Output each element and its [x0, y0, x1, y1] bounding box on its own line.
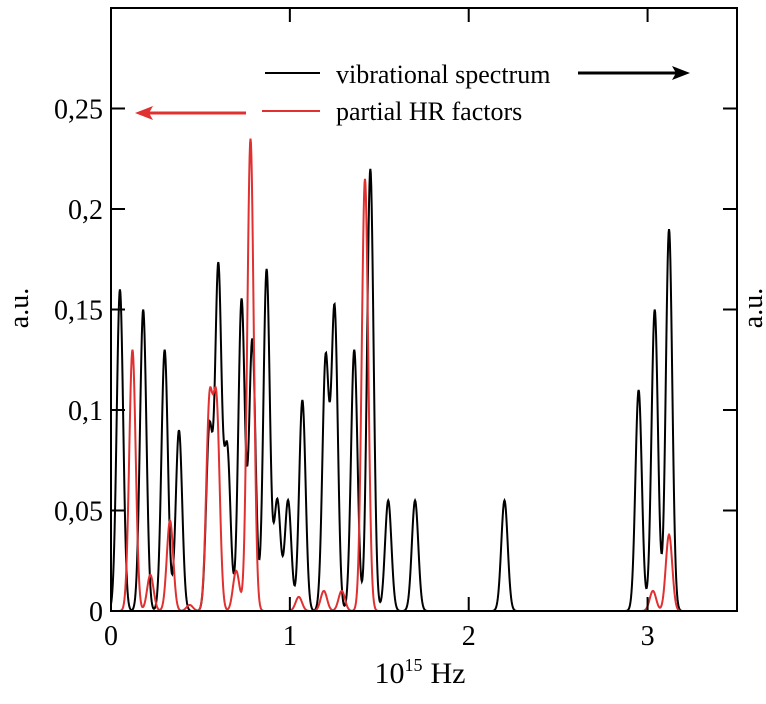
x-tick-label: 0 — [104, 621, 118, 652]
x-axis-label: 1015 Hz — [375, 655, 466, 690]
x-tick-label: 3 — [641, 621, 655, 652]
y-tick-label: 0,2 — [68, 195, 103, 226]
y-axis-label-left: a.u. — [4, 288, 35, 328]
x-axis-label-unit: Hz — [431, 657, 466, 690]
series-layer — [111, 138, 737, 611]
right-axis-arrow — [578, 66, 690, 80]
legend: vibrational spectrum partial HR factors — [262, 60, 550, 126]
x-axis-label-exponent: 15 — [405, 655, 423, 675]
y-tick-label: 0,25 — [54, 95, 103, 126]
x-tick-label: 1 — [283, 621, 297, 652]
ticks-layer: 0 1 2 3 0 0,05 0,1 0,15 0,2 0,25 — [54, 8, 737, 652]
legend-label-hr: partial HR factors — [336, 97, 522, 126]
x-axis-label-base: 10 — [375, 657, 405, 690]
y-tick-label: 0,15 — [54, 296, 103, 327]
left-axis-arrow — [135, 106, 246, 120]
x-tick-label: 2 — [462, 621, 476, 652]
y-tick-label: 0,1 — [68, 396, 103, 427]
y-axis-label-right: a.u. — [738, 288, 766, 328]
legend-label-vibrational: vibrational spectrum — [336, 60, 550, 89]
series-line-partial-hr-factors — [111, 138, 737, 611]
series-line-vibrational-spectrum — [111, 168, 737, 611]
y-tick-label: 0,05 — [54, 497, 103, 528]
y-tick-label: 0 — [89, 597, 103, 628]
